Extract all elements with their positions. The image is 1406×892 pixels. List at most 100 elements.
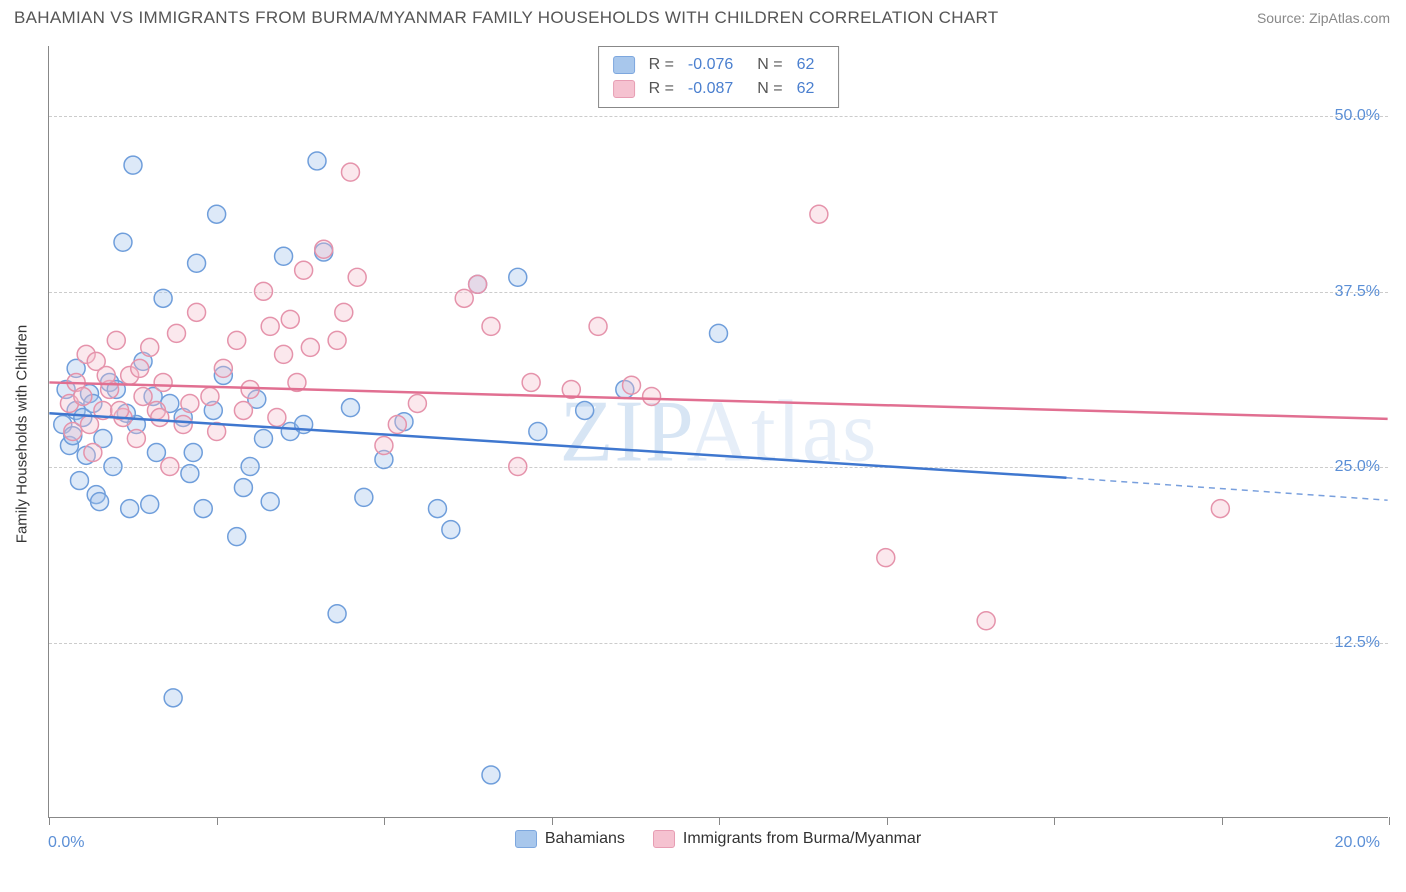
data-point [241, 380, 259, 398]
data-point [188, 254, 206, 272]
data-point [482, 766, 500, 784]
data-point [70, 472, 88, 490]
data-point [576, 401, 594, 419]
data-point [301, 338, 319, 356]
data-point [228, 528, 246, 546]
data-point [141, 338, 159, 356]
data-point [522, 373, 540, 391]
x-tick [552, 817, 553, 825]
stats-row-series-2: R = -0.087 N = 62 [613, 77, 825, 101]
data-point [810, 205, 828, 223]
data-point [977, 612, 995, 630]
data-point [81, 416, 99, 434]
legend-label-series-1: Bahamians [545, 830, 625, 848]
data-point [328, 605, 346, 623]
data-point [341, 163, 359, 181]
data-point [91, 493, 109, 511]
data-point [114, 233, 132, 251]
data-point [104, 458, 122, 476]
stats-legend: R = -0.076 N = 62 R = -0.087 N = 62 [598, 46, 840, 108]
data-point [134, 387, 152, 405]
x-tick [1222, 817, 1223, 825]
data-point [482, 317, 500, 335]
r-value-series-2: -0.087 [688, 77, 733, 101]
x-tick [49, 817, 50, 825]
data-point [261, 493, 279, 511]
data-point [335, 303, 353, 321]
data-point [154, 289, 172, 307]
data-point [64, 423, 82, 441]
data-point [623, 376, 641, 394]
data-point [201, 387, 219, 405]
plot-area: ZIPAtlas 12.5%25.0%37.5%50.0% R = -0.076… [48, 46, 1388, 818]
data-point [442, 521, 460, 539]
data-point [308, 152, 326, 170]
data-point [529, 423, 547, 441]
data-point [589, 317, 607, 335]
y-axis-title: Family Households with Children [14, 325, 31, 543]
data-point [107, 331, 125, 349]
swatch-series-1 [515, 830, 537, 848]
data-point [181, 394, 199, 412]
source-attribution: Source: ZipAtlas.com [1257, 10, 1390, 26]
data-point [348, 268, 366, 286]
n-value-series-2: 62 [797, 77, 815, 101]
data-point [141, 495, 159, 513]
data-point [84, 444, 102, 462]
data-point [174, 416, 192, 434]
data-point [408, 394, 426, 412]
legend-item-series-2: Immigrants from Burma/Myanmar [653, 830, 921, 848]
x-tick [887, 817, 888, 825]
data-point [710, 324, 728, 342]
data-point [127, 430, 145, 448]
n-value-series-1: 62 [797, 53, 815, 77]
data-point [295, 261, 313, 279]
data-point [121, 500, 139, 518]
data-point [643, 387, 661, 405]
data-point [328, 331, 346, 349]
data-point [181, 465, 199, 483]
r-label: R = [649, 77, 674, 101]
data-point [208, 205, 226, 223]
data-point [147, 444, 165, 462]
data-point [184, 444, 202, 462]
x-tick [719, 817, 720, 825]
data-point [455, 289, 473, 307]
correlation-chart: Family Households with Children ZIPAtlas… [0, 34, 1406, 884]
x-tick [1054, 817, 1055, 825]
data-point [234, 479, 252, 497]
trend-line [49, 413, 1066, 477]
swatch-series-2 [653, 830, 675, 848]
data-point [97, 366, 115, 384]
swatch-series-1 [613, 56, 635, 74]
n-label: N = [757, 77, 782, 101]
series-legend: Bahamians Immigrants from Burma/Myanmar [48, 830, 1388, 848]
n-label: N = [757, 53, 782, 77]
data-point [188, 303, 206, 321]
data-point [168, 324, 186, 342]
x-tick [1389, 817, 1390, 825]
data-point [341, 399, 359, 417]
data-point [509, 268, 527, 286]
data-point [375, 437, 393, 455]
legend-item-series-1: Bahamians [515, 830, 625, 848]
data-point [228, 331, 246, 349]
data-point [268, 408, 286, 426]
data-point [74, 387, 92, 405]
stats-row-series-1: R = -0.076 N = 62 [613, 53, 825, 77]
data-point [877, 549, 895, 567]
data-point [1211, 500, 1229, 518]
swatch-series-2 [613, 80, 635, 98]
data-point [261, 317, 279, 335]
data-point [214, 359, 232, 377]
data-point [131, 359, 149, 377]
x-tick [217, 817, 218, 825]
data-point [154, 373, 172, 391]
data-point [151, 408, 169, 426]
data-point [194, 500, 212, 518]
data-point [164, 689, 182, 707]
data-point [469, 275, 487, 293]
r-label: R = [649, 53, 674, 77]
chart-title: BAHAMIAN VS IMMIGRANTS FROM BURMA/MYANMA… [14, 8, 998, 28]
data-point [355, 488, 373, 506]
